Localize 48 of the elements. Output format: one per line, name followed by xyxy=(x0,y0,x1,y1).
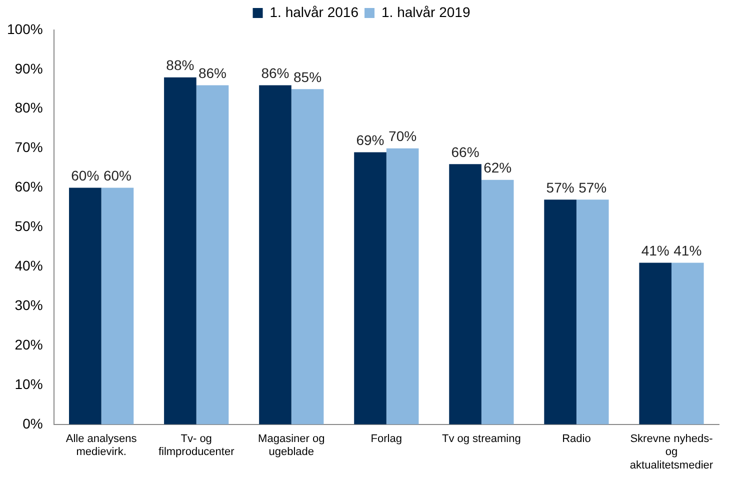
x-tick-label: Tv og streaming xyxy=(442,433,521,446)
x-tick-label: Alle analysens medievirk. xyxy=(66,433,138,458)
data-label: 88% xyxy=(166,57,194,74)
y-tick-label: 50% xyxy=(14,218,43,234)
bar xyxy=(544,200,576,424)
bar xyxy=(449,164,482,424)
data-label: 86% xyxy=(198,65,227,82)
bar xyxy=(481,180,514,424)
bar xyxy=(164,77,196,424)
x-tick-label: Tv- og filmproducenter xyxy=(158,433,235,458)
bar xyxy=(69,188,102,424)
y-tick-label: 70% xyxy=(14,139,43,156)
data-label: 62% xyxy=(484,160,512,176)
y-tick-label: 30% xyxy=(14,296,43,313)
bar xyxy=(259,85,292,424)
y-tick-label: 10% xyxy=(14,376,43,392)
x-tick-label: Magasiner og ugeblade xyxy=(258,433,325,458)
y-tick-label: 40% xyxy=(14,258,43,274)
bar xyxy=(354,152,386,424)
bar xyxy=(386,148,419,424)
y-tick-label: 60% xyxy=(14,178,43,195)
bar xyxy=(671,262,704,424)
y-tick-label: 0% xyxy=(22,415,43,432)
y-tick-label: 80% xyxy=(14,100,43,116)
data-label: 41% xyxy=(641,242,670,259)
y-tick-label: 100% xyxy=(6,20,43,37)
data-label: 86% xyxy=(261,65,290,82)
bar xyxy=(196,85,229,424)
bar xyxy=(639,262,672,424)
x-tick-label: Forlag xyxy=(370,433,402,446)
data-label: 66% xyxy=(451,144,480,160)
data-label: 60% xyxy=(103,168,132,184)
bar xyxy=(291,89,324,424)
data-label: 60% xyxy=(71,168,100,184)
legend-label: 1. halvår 2016 xyxy=(270,4,359,20)
data-label: 85% xyxy=(294,69,322,86)
data-label: 70% xyxy=(388,128,417,144)
bar xyxy=(576,200,609,424)
x-tick-label: Skrevne nyheds- og aktualitetsmedier xyxy=(630,433,714,472)
data-label: 57% xyxy=(578,179,607,196)
bar xyxy=(101,188,134,424)
x-tick-label: Radio xyxy=(562,433,591,446)
y-tick-label: 90% xyxy=(14,60,43,76)
legend-label: 1. halvår 2019 xyxy=(382,4,470,20)
y-tick-label: 20% xyxy=(14,336,43,352)
data-label: 69% xyxy=(356,132,384,148)
data-label: 41% xyxy=(674,242,702,259)
data-label: 57% xyxy=(546,179,574,196)
